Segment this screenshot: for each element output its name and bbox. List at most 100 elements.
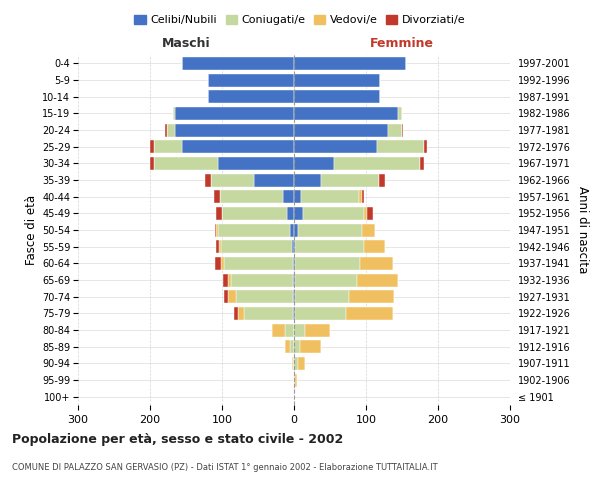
Bar bbox=[208, 90, 294, 103]
Bar bbox=[215, 257, 221, 270]
Bar bbox=[298, 357, 305, 370]
Bar bbox=[359, 190, 362, 203]
Bar bbox=[293, 307, 294, 320]
Bar bbox=[150, 140, 154, 153]
Text: Popolazione per età, sesso e stato civile - 2002: Popolazione per età, sesso e stato civil… bbox=[12, 432, 343, 446]
Bar bbox=[290, 340, 294, 353]
Bar bbox=[294, 257, 295, 270]
Bar bbox=[216, 224, 218, 236]
Bar bbox=[364, 240, 385, 253]
Bar bbox=[214, 190, 220, 203]
Bar bbox=[295, 240, 364, 253]
Bar bbox=[294, 90, 380, 103]
Bar bbox=[223, 274, 228, 286]
Bar bbox=[398, 107, 402, 120]
Bar bbox=[402, 124, 403, 136]
Bar bbox=[150, 157, 154, 170]
Bar bbox=[165, 124, 167, 136]
Bar bbox=[283, 190, 294, 203]
Bar bbox=[346, 307, 392, 320]
Bar bbox=[286, 324, 294, 336]
Bar bbox=[294, 107, 398, 120]
Bar bbox=[175, 107, 294, 120]
Bar bbox=[334, 157, 420, 170]
Bar bbox=[221, 240, 292, 253]
Bar bbox=[293, 357, 294, 370]
Bar bbox=[211, 174, 254, 186]
Bar bbox=[360, 257, 392, 270]
Bar bbox=[254, 174, 294, 186]
Bar bbox=[292, 240, 294, 253]
Bar bbox=[295, 257, 360, 270]
Bar bbox=[224, 257, 293, 270]
Bar bbox=[272, 324, 286, 336]
Bar bbox=[379, 174, 385, 186]
Bar bbox=[228, 274, 232, 286]
Bar bbox=[284, 340, 290, 353]
Bar bbox=[294, 340, 300, 353]
Bar bbox=[293, 290, 294, 303]
Bar bbox=[234, 307, 238, 320]
Bar bbox=[294, 140, 377, 153]
Bar bbox=[294, 74, 380, 86]
Bar bbox=[215, 224, 216, 236]
Bar bbox=[300, 340, 322, 353]
Bar bbox=[182, 57, 294, 70]
Bar bbox=[293, 274, 294, 286]
Y-axis label: Anni di nascita: Anni di nascita bbox=[576, 186, 589, 274]
Legend: Celibi/Nubili, Coniugati/e, Vedovi/e, Divorziati/e: Celibi/Nubili, Coniugati/e, Vedovi/e, Di… bbox=[130, 10, 470, 30]
Bar bbox=[364, 207, 367, 220]
Bar bbox=[294, 357, 298, 370]
Bar bbox=[294, 374, 295, 386]
Bar bbox=[424, 140, 427, 153]
Bar bbox=[420, 157, 424, 170]
Bar bbox=[232, 274, 293, 286]
Bar bbox=[349, 290, 394, 303]
Bar bbox=[356, 274, 398, 286]
Bar bbox=[154, 157, 218, 170]
Bar bbox=[294, 274, 295, 286]
Bar bbox=[367, 207, 373, 220]
Bar bbox=[294, 57, 406, 70]
Bar bbox=[294, 174, 322, 186]
Bar bbox=[154, 140, 182, 153]
Bar bbox=[292, 357, 293, 370]
Y-axis label: Fasce di età: Fasce di età bbox=[25, 195, 38, 265]
Bar bbox=[302, 207, 364, 220]
Bar bbox=[294, 190, 301, 203]
Bar bbox=[216, 207, 222, 220]
Bar bbox=[388, 124, 402, 136]
Bar bbox=[294, 124, 388, 136]
Bar bbox=[322, 174, 379, 186]
Bar bbox=[305, 324, 330, 336]
Bar bbox=[222, 207, 287, 220]
Text: COMUNE DI PALAZZO SAN GERVASIO (PZ) - Dati ISTAT 1° gennaio 2002 - Elaborazione : COMUNE DI PALAZZO SAN GERVASIO (PZ) - Da… bbox=[12, 462, 437, 471]
Bar bbox=[205, 174, 211, 186]
Bar bbox=[295, 290, 349, 303]
Bar bbox=[362, 190, 364, 203]
Bar bbox=[294, 224, 298, 236]
Bar bbox=[362, 224, 376, 236]
Bar bbox=[377, 140, 424, 153]
Bar bbox=[167, 124, 175, 136]
Bar bbox=[173, 107, 175, 120]
Bar bbox=[220, 190, 283, 203]
Bar bbox=[294, 207, 302, 220]
Bar bbox=[215, 240, 219, 253]
Bar bbox=[290, 224, 294, 236]
Bar bbox=[218, 157, 294, 170]
Bar bbox=[244, 307, 293, 320]
Bar bbox=[295, 274, 356, 286]
Text: Femmine: Femmine bbox=[370, 37, 434, 50]
Bar bbox=[182, 140, 294, 153]
Bar bbox=[224, 290, 228, 303]
Bar bbox=[236, 290, 293, 303]
Bar bbox=[175, 124, 294, 136]
Bar bbox=[218, 224, 290, 236]
Bar bbox=[287, 207, 294, 220]
Bar bbox=[228, 290, 236, 303]
Bar bbox=[294, 290, 295, 303]
Bar bbox=[295, 307, 346, 320]
Bar bbox=[301, 190, 359, 203]
Bar bbox=[293, 257, 294, 270]
